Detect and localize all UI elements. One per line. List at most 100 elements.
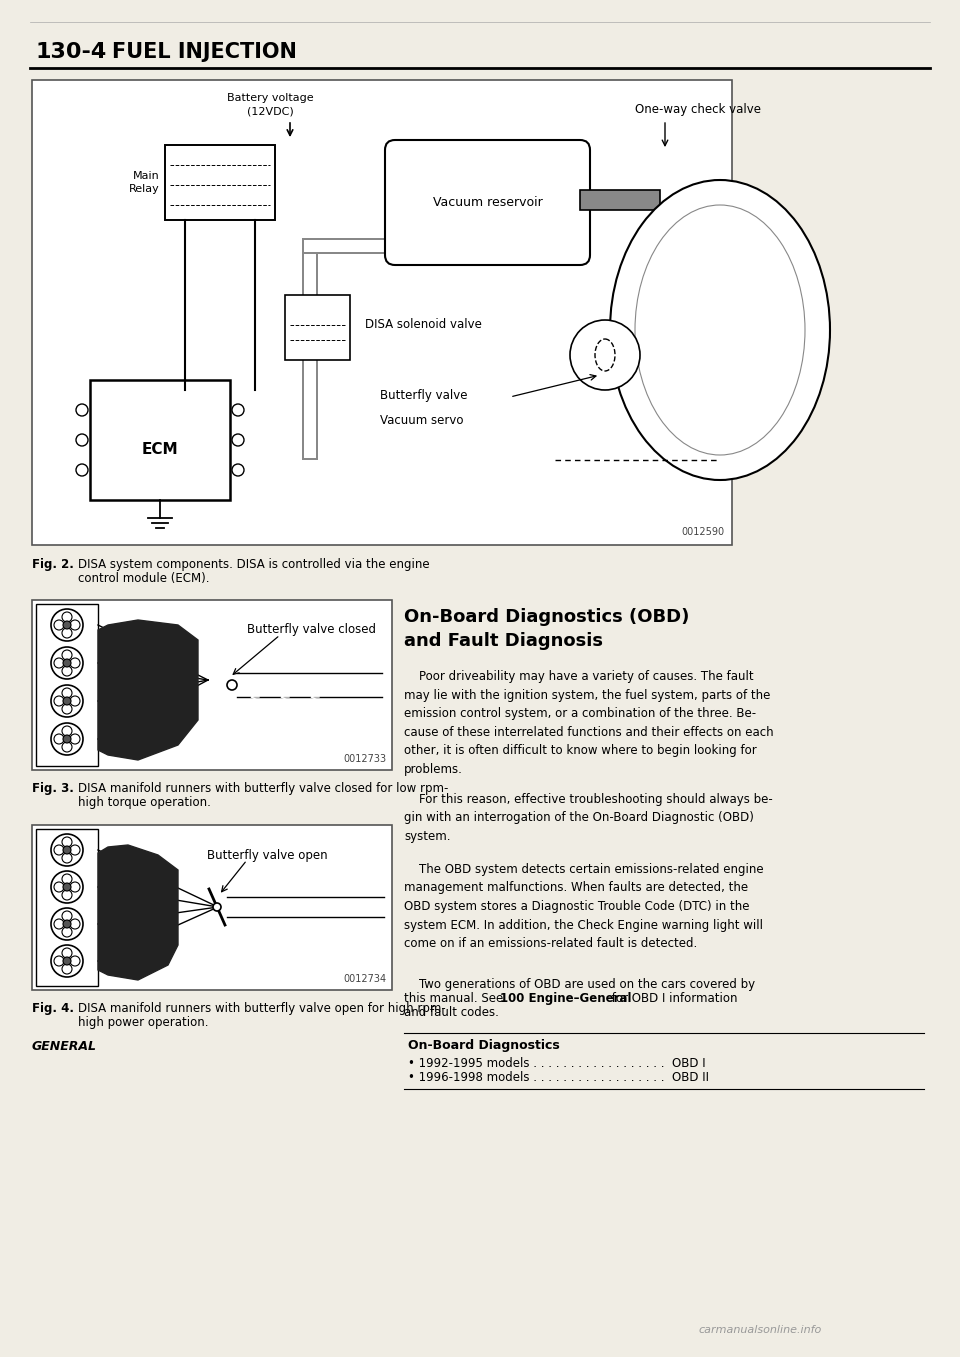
Circle shape (62, 927, 72, 936)
Text: high power operation.: high power operation. (78, 1016, 208, 1029)
Circle shape (62, 949, 72, 958)
Text: Butterfly valve closed: Butterfly valve closed (247, 623, 376, 636)
Circle shape (63, 660, 71, 668)
Text: Battery voltage
(12VDC): Battery voltage (12VDC) (227, 94, 313, 117)
Text: Two generations of OBD are used on the cars covered by: Two generations of OBD are used on the c… (404, 978, 756, 991)
Circle shape (70, 620, 80, 630)
Circle shape (232, 434, 244, 446)
Text: Fig. 3.: Fig. 3. (32, 782, 74, 795)
Text: Poor driveability may have a variety of causes. The fault
may lie with the ignit: Poor driveability may have a variety of … (404, 670, 774, 775)
Circle shape (62, 890, 72, 900)
Circle shape (51, 647, 83, 678)
Ellipse shape (635, 205, 805, 455)
Circle shape (70, 696, 80, 706)
Polygon shape (98, 620, 198, 760)
Text: On-Board Diagnostics: On-Board Diagnostics (408, 1039, 560, 1052)
Circle shape (63, 622, 71, 630)
Text: for OBD I information: for OBD I information (608, 992, 737, 1006)
FancyBboxPatch shape (32, 600, 392, 769)
Circle shape (232, 464, 244, 476)
Circle shape (62, 874, 72, 883)
Circle shape (54, 734, 64, 744)
Circle shape (62, 742, 72, 752)
Circle shape (54, 658, 64, 668)
Circle shape (62, 628, 72, 638)
Circle shape (70, 919, 80, 930)
Circle shape (62, 612, 72, 622)
Circle shape (70, 734, 80, 744)
Circle shape (62, 837, 72, 847)
Circle shape (51, 908, 83, 940)
Text: On-Board Diagnostics (OBD): On-Board Diagnostics (OBD) (404, 608, 689, 626)
Circle shape (54, 696, 64, 706)
Text: One-way check valve: One-way check valve (635, 103, 761, 117)
Ellipse shape (595, 339, 615, 370)
Circle shape (54, 919, 64, 930)
Circle shape (76, 464, 88, 476)
Polygon shape (98, 845, 178, 980)
FancyBboxPatch shape (302, 240, 318, 460)
Circle shape (63, 883, 71, 892)
Text: 0012733: 0012733 (343, 754, 386, 764)
FancyBboxPatch shape (304, 240, 480, 252)
Circle shape (62, 688, 72, 697)
Text: • 1996-1998 models . . . . . . . . . . . . . . . . . .  OBD II: • 1996-1998 models . . . . . . . . . . .… (408, 1071, 709, 1084)
Circle shape (63, 697, 71, 706)
FancyBboxPatch shape (36, 604, 98, 765)
Text: Butterfly valve open: Butterfly valve open (207, 848, 327, 862)
FancyBboxPatch shape (90, 380, 230, 402)
Text: DISA system components. DISA is controlled via the engine: DISA system components. DISA is controll… (78, 558, 430, 571)
Circle shape (213, 902, 221, 911)
Circle shape (51, 835, 83, 866)
Text: DISA manifold runners with butterfly valve open for high rpm-: DISA manifold runners with butterfly val… (78, 1001, 445, 1015)
Text: and Fault Diagnosis: and Fault Diagnosis (404, 632, 603, 650)
Text: this manual. See: this manual. See (404, 992, 507, 1006)
Circle shape (63, 845, 71, 854)
Text: carmanualsonline.info: carmanualsonline.info (698, 1324, 822, 1335)
Circle shape (63, 735, 71, 744)
Circle shape (51, 609, 83, 641)
Text: • 1992-1995 models . . . . . . . . . . . . . . . . . .  OBD I: • 1992-1995 models . . . . . . . . . . .… (408, 1057, 706, 1071)
Text: Fig. 2.: Fig. 2. (32, 558, 74, 571)
Circle shape (76, 404, 88, 417)
FancyBboxPatch shape (385, 140, 590, 265)
Circle shape (51, 685, 83, 716)
Text: GENERAL: GENERAL (32, 1039, 97, 1053)
Text: Fig. 4.: Fig. 4. (32, 1001, 74, 1015)
Circle shape (570, 320, 640, 389)
Circle shape (51, 944, 83, 977)
Circle shape (70, 882, 80, 892)
FancyBboxPatch shape (36, 829, 98, 987)
FancyBboxPatch shape (32, 80, 732, 546)
Text: 100 Engine–General: 100 Engine–General (500, 992, 632, 1006)
Circle shape (54, 955, 64, 966)
Text: and fault codes.: and fault codes. (404, 1006, 499, 1019)
Text: 0012734: 0012734 (343, 974, 386, 984)
Circle shape (62, 650, 72, 660)
Text: Butterfly valve: Butterfly valve (380, 388, 468, 402)
FancyBboxPatch shape (285, 294, 350, 360)
Circle shape (62, 911, 72, 921)
Circle shape (232, 404, 244, 417)
Text: 130-4: 130-4 (35, 42, 107, 62)
FancyBboxPatch shape (302, 237, 482, 254)
FancyBboxPatch shape (580, 190, 660, 210)
Text: FUEL INJECTION: FUEL INJECTION (112, 42, 297, 62)
Circle shape (70, 955, 80, 966)
FancyBboxPatch shape (165, 145, 275, 220)
Circle shape (76, 434, 88, 446)
Circle shape (54, 620, 64, 630)
Circle shape (51, 871, 83, 902)
Text: For this reason, effective troubleshooting should always be-
gin with an interro: For this reason, effective troubleshooti… (404, 792, 773, 843)
Circle shape (62, 854, 72, 863)
Circle shape (227, 680, 237, 689)
FancyBboxPatch shape (304, 242, 316, 459)
Circle shape (62, 704, 72, 714)
FancyBboxPatch shape (90, 380, 230, 499)
Text: Vacuum reservoir: Vacuum reservoir (433, 195, 542, 209)
Text: The OBD system detects certain emissions-related engine
management malfunctions.: The OBD system detects certain emissions… (404, 863, 763, 950)
Circle shape (51, 723, 83, 754)
Circle shape (54, 845, 64, 855)
Circle shape (62, 963, 72, 974)
Circle shape (70, 658, 80, 668)
